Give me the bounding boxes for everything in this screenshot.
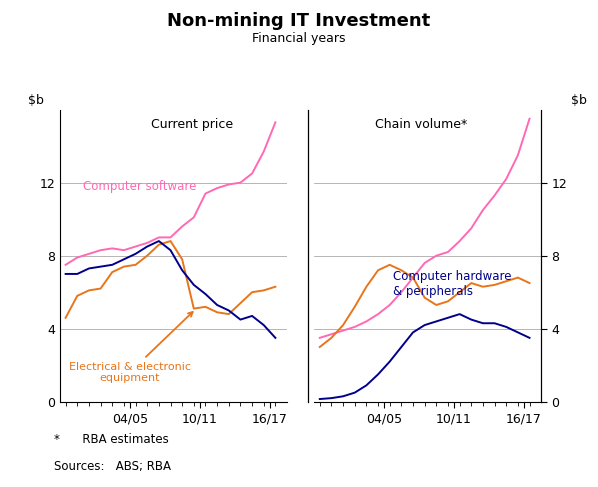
Text: $b: $b (28, 94, 44, 107)
Text: *      RBA estimates: * RBA estimates (54, 433, 169, 447)
Text: Chain volume*: Chain volume* (374, 118, 467, 131)
Text: Electrical & electronic
equipment: Electrical & electronic equipment (69, 312, 193, 383)
Text: Non-mining IT Investment: Non-mining IT Investment (167, 12, 431, 30)
Text: $b: $b (570, 94, 587, 107)
Text: Financial years: Financial years (252, 32, 346, 45)
Text: Computer software: Computer software (83, 180, 196, 193)
Text: Current price: Current price (151, 118, 233, 131)
Text: Computer hardware
& peripherals: Computer hardware & peripherals (393, 270, 512, 298)
Text: Sources:   ABS; RBA: Sources: ABS; RBA (54, 460, 171, 473)
